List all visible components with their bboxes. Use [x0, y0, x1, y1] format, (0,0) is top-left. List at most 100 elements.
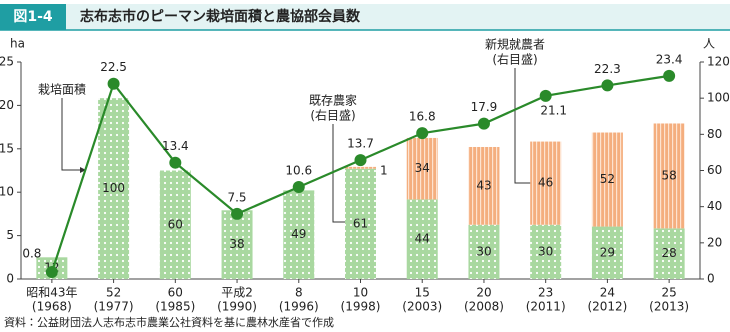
x-tick-label: 23 [538, 286, 553, 300]
bar-segment [345, 168, 376, 279]
bar-value-label: 100 [102, 181, 125, 195]
x-tick-year: (1985) [155, 300, 195, 314]
bar-value-label: 34 [415, 161, 430, 175]
bar-segment [283, 190, 315, 279]
bar-segment [591, 132, 623, 227]
bar-value-label: 29 [600, 245, 615, 259]
y2-tick-label: 120 [707, 55, 730, 69]
bar-segment [653, 228, 685, 279]
x-tick-year: (1990) [217, 300, 257, 314]
line-value-label: 17.9 [471, 100, 498, 114]
line-value-label: 0.8 [22, 247, 41, 261]
bar-callout: 既存農家 [309, 94, 357, 108]
x-tick-label: 10 [353, 286, 368, 300]
x-tick-label: 15 [415, 286, 430, 300]
x-tick-label: 25 [661, 286, 676, 300]
bar-value-label: 46 [538, 176, 553, 190]
y2-axis-unit: 人 [703, 37, 715, 51]
y2-tick-label: 0 [707, 272, 715, 286]
x-tick-label: 平成2 [221, 286, 253, 300]
bar-segment [468, 224, 500, 279]
y-tick-label: 10 [0, 185, 14, 199]
x-tick-year: (1968) [32, 300, 72, 314]
line-point [539, 89, 552, 102]
y2-tick-label: 80 [707, 127, 722, 141]
line-point [477, 117, 490, 130]
bar-segment [159, 170, 191, 279]
x-tick-year: (1998) [341, 300, 381, 314]
bar-callout: 新規就農者 [485, 37, 545, 52]
plot: 0510152025020406080100120昭和43年(1968)52(1… [0, 52, 730, 313]
callout-arrow [332, 124, 350, 223]
bar-segment [345, 166, 376, 169]
y2-tick-label: 40 [707, 199, 722, 213]
bar-segment [406, 199, 438, 279]
line-value-label: 22.3 [594, 62, 621, 76]
bar-value-label: 61 [353, 216, 368, 230]
line-point [601, 79, 614, 92]
y-tick-label: 25 [0, 55, 14, 69]
bar-value-label: 44 [415, 232, 430, 246]
x-tick-year: (2013) [649, 300, 689, 314]
chart-title: 志布志市のピーマン栽培面積と農協部会員数 [79, 8, 361, 25]
y-tick-label: 0 [6, 272, 14, 286]
line-value-label: 22.5 [100, 60, 127, 74]
line-value-label: 21.1 [540, 103, 567, 117]
bar-value-label: 30 [476, 244, 491, 258]
x-tick-label: 24 [600, 286, 615, 300]
bar-callout-note: (右目盛) [492, 52, 537, 67]
bar-segment [591, 226, 623, 279]
x-tick-year: (1996) [279, 300, 319, 314]
line-point [416, 127, 429, 140]
x-tick-year: (2011) [526, 300, 566, 314]
bar-value-label: 58 [661, 168, 676, 182]
line-value-label: 13.4 [162, 139, 189, 153]
y-tick-label: 20 [0, 98, 14, 112]
y-axis-unit: ha [10, 37, 25, 51]
bar-value-label: 1 [380, 163, 388, 177]
y2-tick-label: 20 [707, 235, 722, 249]
callout-arrow [61, 98, 80, 171]
title-bar [0, 4, 730, 30]
y-tick-label: 5 [6, 228, 14, 242]
x-tick-label: 8 [295, 286, 303, 300]
arrow-head [80, 167, 86, 173]
bar-segment [468, 146, 500, 225]
x-tick-year: (1977) [94, 300, 134, 314]
line-value-label: 16.8 [409, 110, 436, 124]
line-point [663, 69, 676, 82]
y2-tick-label: 60 [707, 163, 722, 177]
line-callout: 栽培面積 [38, 82, 86, 97]
x-tick-label: 20 [476, 286, 491, 300]
bar-callout-note: (右目盛) [310, 108, 355, 123]
bar-value-label: 60 [168, 217, 183, 231]
line-point [354, 154, 367, 167]
figure-label: 図1-4 [13, 9, 53, 25]
line-value-label: 13.7 [347, 137, 374, 151]
x-tick-label: 昭和43年 [26, 286, 77, 300]
line-point [107, 77, 120, 90]
bar-value-label: 52 [600, 172, 615, 186]
line-point [292, 180, 305, 193]
line-point [169, 156, 182, 169]
line-point [45, 266, 58, 279]
line-value-label: 23.4 [656, 52, 683, 66]
bar-segment [653, 123, 685, 229]
x-tick-year: (2008) [464, 300, 504, 314]
line-point [231, 207, 244, 220]
x-tick-year: (2003) [402, 300, 442, 314]
callout-arrow [514, 68, 533, 184]
bar-value-label: 43 [476, 178, 491, 192]
x-tick-label: 52 [106, 286, 121, 300]
line-value-label: 7.5 [227, 190, 246, 204]
x-tick-label: 60 [168, 286, 183, 300]
title-tag-box [0, 4, 66, 30]
bar-value-label: 38 [229, 237, 244, 251]
source-note: 資料：公益財団法人志布志市農業公社資料を基に農林水産省で作成 [4, 315, 334, 329]
y2-tick-label: 100 [707, 91, 730, 105]
line-value-label: 10.6 [285, 163, 312, 177]
bar-segment [98, 98, 130, 280]
bar-segment [221, 210, 253, 279]
bar-value-label: 30 [538, 244, 553, 258]
